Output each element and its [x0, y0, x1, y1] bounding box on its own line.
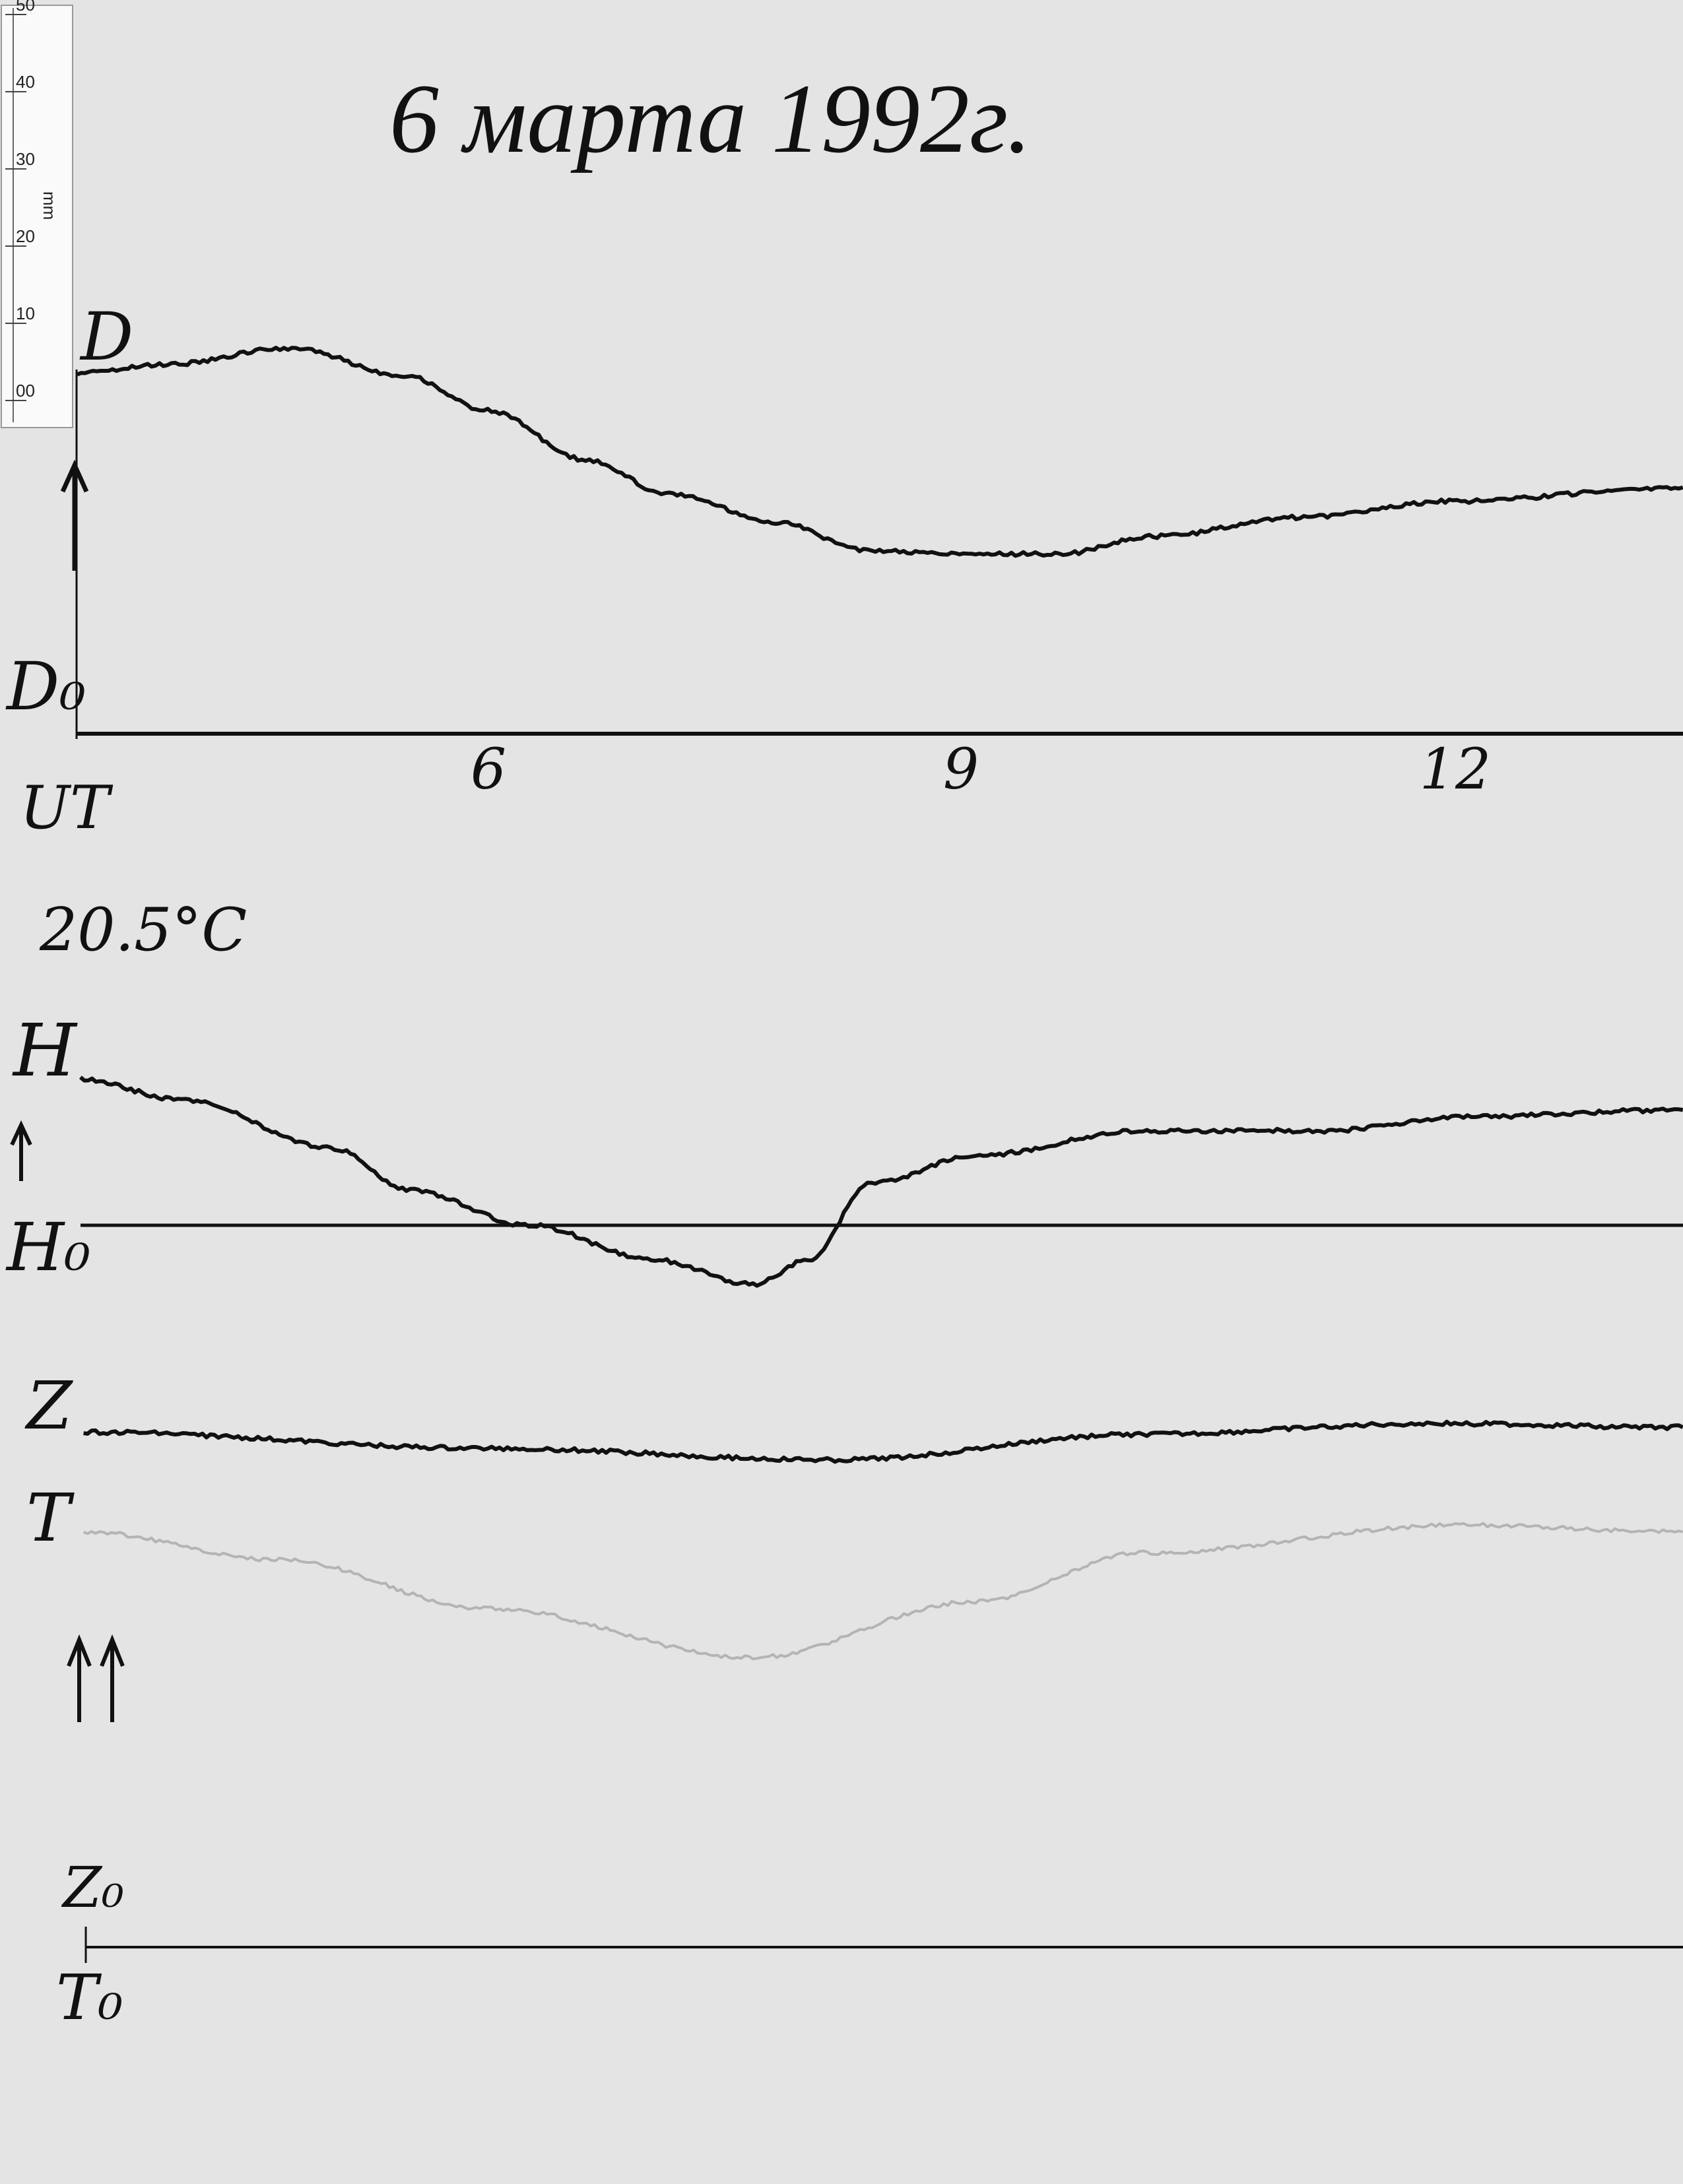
- ruler-tick-label: 30: [16, 149, 35, 169]
- x-tick-12: 12: [1420, 737, 1491, 802]
- trace-d: [77, 346, 1683, 558]
- mm-ruler: 50 40 30 20 10 00 mm: [1, 0, 73, 428]
- label-d: D: [79, 298, 133, 375]
- h-up-arrow: [10, 1120, 32, 1181]
- label-h0: H₀: [5, 1209, 90, 1286]
- ruler-unit: mm: [40, 191, 59, 220]
- trace-z: [83, 1419, 1683, 1464]
- label-h: H: [12, 1008, 78, 1093]
- trace-h: [79, 1076, 1683, 1288]
- label-t: T: [26, 1479, 75, 1557]
- chart-title: 6 марта 1992г.: [389, 64, 1032, 174]
- zt-up-arrows: [67, 1634, 125, 1722]
- label-t0: T₀: [56, 1962, 123, 2034]
- ruler-tick-label: 00: [16, 381, 35, 401]
- temperature-label: 20.5°C: [39, 895, 247, 965]
- ruler-tick-label: 10: [16, 304, 35, 323]
- d-up-arrow: [60, 459, 89, 571]
- x-tick-9: 9: [943, 737, 979, 802]
- ruler-tick-label: 20: [16, 226, 35, 246]
- ruler-tick-label: 50: [16, 0, 35, 15]
- x-tick-6: 6: [471, 737, 506, 802]
- label-d0: D₀: [5, 648, 86, 725]
- ruler-tick-label: 40: [16, 72, 35, 92]
- label-z: Z: [24, 1367, 73, 1444]
- time-zone-label: UT: [20, 773, 114, 843]
- label-z0: Z₀: [61, 1855, 124, 1921]
- trace-t: [82, 1522, 1683, 1661]
